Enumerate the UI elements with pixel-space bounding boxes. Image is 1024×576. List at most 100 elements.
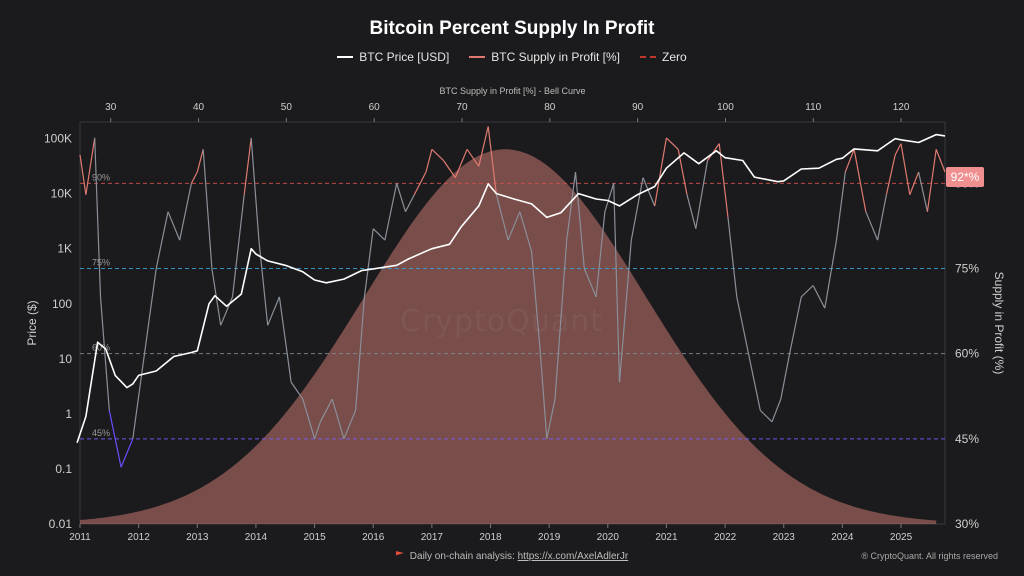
supply-segment (343, 410, 357, 440)
supply-segment (167, 211, 181, 241)
supply-segment (618, 240, 632, 383)
x-tick-label: 2011 (69, 532, 91, 543)
supply-segment (132, 353, 146, 439)
x-tick-label: 2017 (421, 532, 444, 543)
supply-segment (495, 194, 509, 241)
y-left-tick-label: 100K (44, 132, 72, 146)
supply-segment (654, 137, 667, 207)
supply-segment (85, 137, 96, 195)
supply-segment (258, 240, 269, 326)
supply-segment (812, 285, 826, 309)
price-line (76, 133, 946, 443)
legend: BTC Price [USD] BTC Supply in Profit [%]… (0, 50, 1024, 64)
legend-swatch-zero (640, 56, 657, 58)
footer-prefix: Daily on-chain analysis: (409, 551, 518, 562)
supply-segment (355, 296, 365, 411)
supply-segment (487, 126, 497, 195)
footer-link[interactable]: https://x.com/AxelAdlerJr (517, 551, 629, 562)
y-right-tick-label: 30% (955, 517, 979, 531)
supply-segment (454, 149, 468, 178)
reference-label-45: 45% (92, 428, 110, 438)
top-tick-label: 30 (105, 102, 117, 113)
x-tick-label: 2018 (479, 532, 502, 543)
flag-icon (395, 551, 404, 556)
supply-segment (736, 296, 750, 354)
supply-segment (196, 149, 204, 173)
bell-curve-area (80, 149, 937, 525)
top-axis-title: BTC Supply in Profit [%] - Bell Curve (439, 86, 585, 96)
supply-segment (909, 171, 920, 195)
top-tick-label: 70 (456, 102, 468, 113)
x-tick-label: 2012 (128, 532, 151, 543)
x-tick-label: 2021 (655, 532, 678, 543)
supply-segment (865, 211, 879, 241)
supply-segment (780, 353, 791, 400)
supply-segment (789, 296, 802, 354)
supply-segment (319, 398, 333, 423)
supply-segment (844, 149, 855, 173)
y-left-tick-label: 1K (57, 242, 72, 256)
supply-segment (604, 183, 615, 212)
top-tick-label: 120 (893, 102, 910, 113)
supply-segment (727, 217, 738, 297)
supply-segment (290, 381, 304, 400)
y-left-tick-label: 0.1 (55, 462, 72, 476)
supply-segment (250, 137, 260, 241)
supply-segment (190, 171, 198, 184)
supply-segment (220, 296, 234, 326)
top-tick-label: 60 (369, 102, 381, 113)
y-left-tick-label: 1 (65, 407, 72, 421)
supply-segment (900, 143, 911, 195)
supply-segment (853, 149, 867, 212)
footer-center: Daily on-chain analysis: https://x.com/A… (0, 551, 1024, 562)
y-right-tick-label: 60% (955, 347, 979, 361)
legend-item-zero[interactable]: Zero (640, 50, 687, 64)
supply-segment (554, 240, 568, 400)
supply-segment (642, 177, 656, 207)
supply-segment (771, 398, 782, 423)
y-left-axis-title: Price ($) (25, 300, 39, 345)
supply-segment (630, 177, 644, 241)
y-right-tick-label: 75% (955, 261, 979, 275)
x-tick-label: 2022 (714, 532, 737, 543)
supply-segment (302, 398, 316, 439)
supply-segment (519, 211, 533, 252)
supply-segment (665, 137, 679, 150)
supply-segment (747, 353, 761, 411)
supply-segment (404, 194, 415, 212)
supply-segment (108, 410, 122, 468)
supply-segment (935, 149, 946, 173)
supply-segment (800, 285, 814, 298)
top-tick-label: 100 (717, 102, 734, 113)
chart-title: Bitcoin Percent Supply In Profit (369, 18, 655, 39)
x-tick-label: 2019 (538, 532, 561, 543)
legend-item-supply-profit[interactable]: BTC Supply in Profit [%] (469, 50, 620, 64)
supply-segment (99, 296, 110, 411)
footer-copyright: ® CryptoQuant. All rights reserved (861, 551, 998, 561)
supply-segment (583, 268, 597, 298)
x-tick-label: 2014 (245, 532, 268, 543)
x-tick-label: 2023 (773, 532, 796, 543)
supply-segment (574, 171, 585, 269)
supply-segment (94, 137, 102, 297)
top-tick-label: 110 (805, 102, 821, 113)
supply-segment (413, 171, 427, 195)
legend-label-zero: Zero (662, 50, 687, 64)
supply-segment (267, 296, 280, 326)
legend-item-btc-price[interactable]: BTC Price [USD] (337, 50, 449, 64)
supply-segment (718, 143, 729, 218)
supply-segment (918, 171, 928, 212)
legend-label-supply: BTC Supply in Profit [%] (491, 50, 621, 64)
watermark: CryptoQuant (400, 304, 603, 339)
supply-segment (877, 194, 887, 241)
supply-segment (894, 143, 902, 156)
x-tick-label: 2016 (362, 532, 385, 543)
supply-segment (443, 160, 456, 178)
x-tick-label: 2020 (597, 532, 620, 543)
supply-segment (155, 211, 169, 269)
x-tick-label: 2013 (186, 532, 209, 543)
supply-segment (372, 228, 386, 241)
supply-segment (314, 421, 321, 439)
supply-segment (759, 409, 773, 423)
